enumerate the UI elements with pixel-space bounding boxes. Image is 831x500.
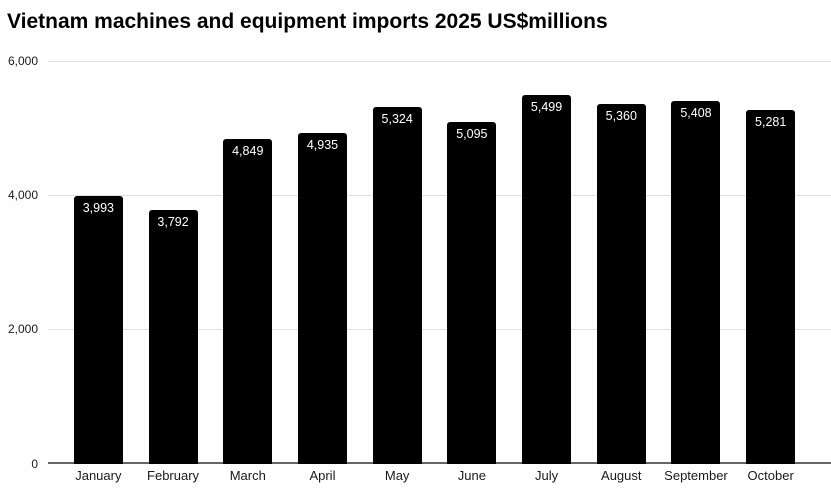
bar-slot: 3,993	[61, 61, 136, 464]
bar-value-label: 5,408	[680, 106, 712, 121]
x-axis-label-february: February	[147, 468, 200, 483]
gridline	[48, 194, 831, 196]
bar-slot: 5,095	[435, 61, 510, 464]
x-axis-labels: January February March April May June July Augu…	[61, 468, 808, 484]
bar-october[interactable]: 5,281	[746, 109, 796, 464]
bar-may[interactable]: 5,324	[372, 106, 422, 464]
bar-june[interactable]: 5,095	[447, 122, 497, 464]
x-axis-line	[48, 462, 831, 464]
x-axis-label-august: August	[601, 468, 642, 483]
y-axis-tick-label: 2,000	[7, 322, 38, 337]
y-axis-tick-label: 0	[31, 456, 38, 471]
bar-august[interactable]: 5,360	[596, 104, 646, 464]
bar-slot: 4,849	[210, 61, 285, 464]
bar-value-label: 3,792	[157, 214, 189, 229]
bar-value-label: 4,935	[306, 137, 339, 152]
x-axis-label-june: June	[457, 468, 486, 483]
gridline	[48, 328, 831, 330]
bar-value-label: 5,499	[530, 100, 563, 115]
bar-slot: 5,324	[360, 61, 435, 464]
bar-slot: 5,281	[733, 61, 808, 464]
bar-value-label: 4,849	[232, 143, 264, 158]
bar-march[interactable]: 4,849	[223, 138, 273, 464]
bar-value-label: 5,281	[755, 114, 787, 129]
x-axis-label-september: September	[664, 468, 728, 483]
bar-value-label: 5,095	[456, 127, 488, 142]
bar-january[interactable]: 3,993	[73, 196, 123, 464]
bar-july[interactable]: 5,499	[522, 95, 572, 464]
x-axis-label-may: May	[384, 468, 410, 483]
y-axis-tick-label: 6,000	[7, 54, 38, 68]
bar-value-label: 5,324	[381, 111, 413, 126]
bar-february[interactable]: 3,792	[148, 209, 198, 464]
bar-value-label: 5,360	[605, 109, 637, 124]
chart-title: Vietnam machines and equipment imports 2…	[7, 10, 608, 33]
bar-slot: 3,792	[136, 61, 211, 464]
x-axis-label-july: July	[535, 468, 559, 483]
x-axis-label-march: March	[229, 468, 266, 483]
bar-september[interactable]: 5,408	[671, 101, 721, 464]
bar-slot: 5,360	[584, 61, 659, 464]
bar-value-label: 3,993	[82, 201, 114, 216]
y-axis-tick-label: 4,000	[7, 188, 38, 203]
bar-slot: 4,935	[285, 61, 360, 464]
gridline	[48, 60, 831, 62]
x-axis-label-april: April	[309, 468, 336, 483]
x-axis-label-october: October	[747, 468, 794, 483]
bar-slot: 5,499	[509, 61, 584, 464]
bar-april[interactable]: 4,935	[297, 132, 347, 464]
x-axis-label-january: January	[75, 468, 122, 483]
bars-container: 3,993 3,792 4,849 4,935 5,324 5,095 5,499 5,360…	[61, 61, 808, 464]
bar-slot: 5,408	[659, 61, 734, 464]
